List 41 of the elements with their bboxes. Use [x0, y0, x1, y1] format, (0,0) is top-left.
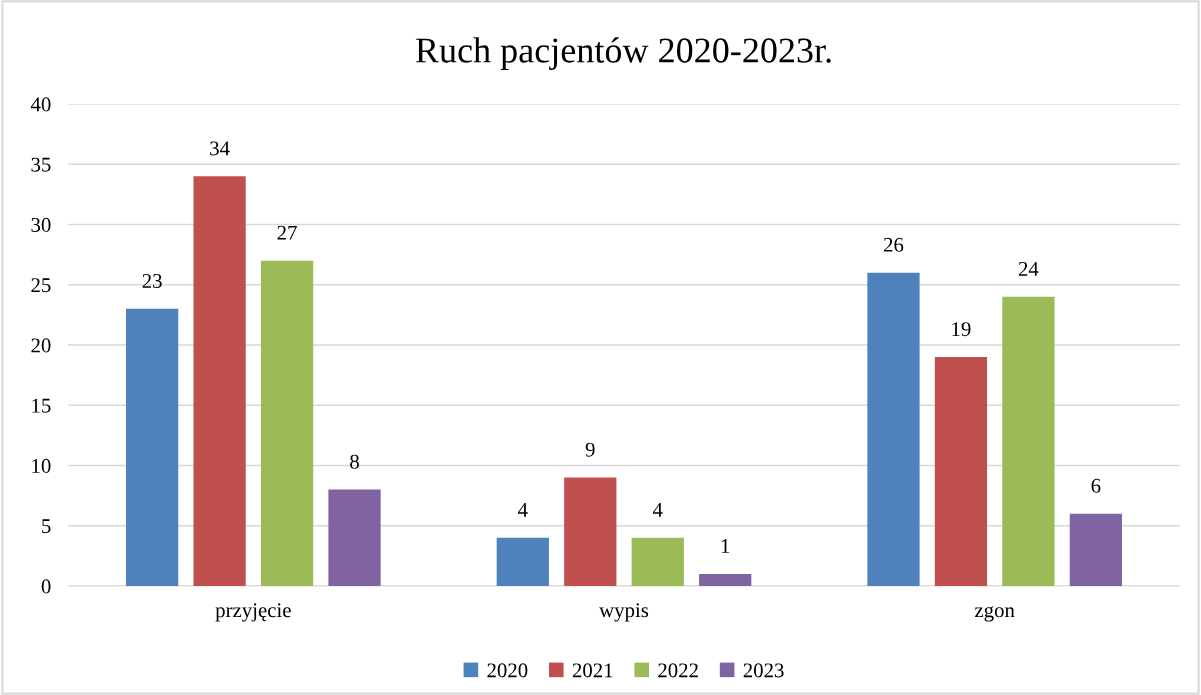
chart-title: Ruch pacjentów 2020-2023r. [415, 37, 831, 71]
bar [260, 260, 314, 586]
x-tick-label: zgon [974, 606, 1015, 622]
data-label: 9 [585, 442, 595, 457]
bar [564, 477, 617, 586]
bar [631, 537, 684, 586]
y-tick-label: 30 [31, 217, 51, 232]
data-label: 8 [350, 454, 359, 469]
bar [193, 176, 246, 586]
data-label: 19 [952, 322, 971, 337]
bar [1002, 296, 1055, 586]
y-tick-label: 40 [30, 97, 51, 112]
data-label: 27 [277, 225, 297, 240]
legend-label: 2022 [658, 663, 698, 678]
bar [1069, 513, 1122, 586]
y-tick-label: 20 [31, 338, 51, 353]
legend-label: 2023 [743, 663, 784, 678]
y-tick-label: 5 [42, 519, 51, 534]
bar [699, 573, 752, 586]
y-tick-label: 0 [41, 579, 51, 594]
bar [496, 537, 549, 586]
data-label: 24 [1018, 261, 1039, 276]
bar [328, 489, 381, 586]
legend-label: 2020 [487, 663, 528, 678]
bar [934, 357, 988, 586]
data-label: 6 [1091, 478, 1101, 493]
legend-label: 2021 [572, 663, 613, 678]
data-label: 4 [518, 502, 528, 517]
data-label: 23 [142, 273, 162, 288]
data-label: 1 [721, 539, 730, 553]
x-tick-label: przyjęcie [215, 603, 291, 622]
y-tick-label: 25 [31, 278, 51, 293]
x-tick-label: wypis [599, 603, 649, 622]
bar [126, 308, 179, 586]
data-label: 26 [883, 237, 904, 252]
y-tick-label: 35 [31, 157, 51, 172]
y-tick-label: 10 [32, 458, 51, 473]
data-label: 34 [210, 141, 230, 156]
data-label: 4 [652, 502, 663, 517]
bar [867, 272, 920, 586]
y-tick-label: 15 [32, 398, 51, 413]
